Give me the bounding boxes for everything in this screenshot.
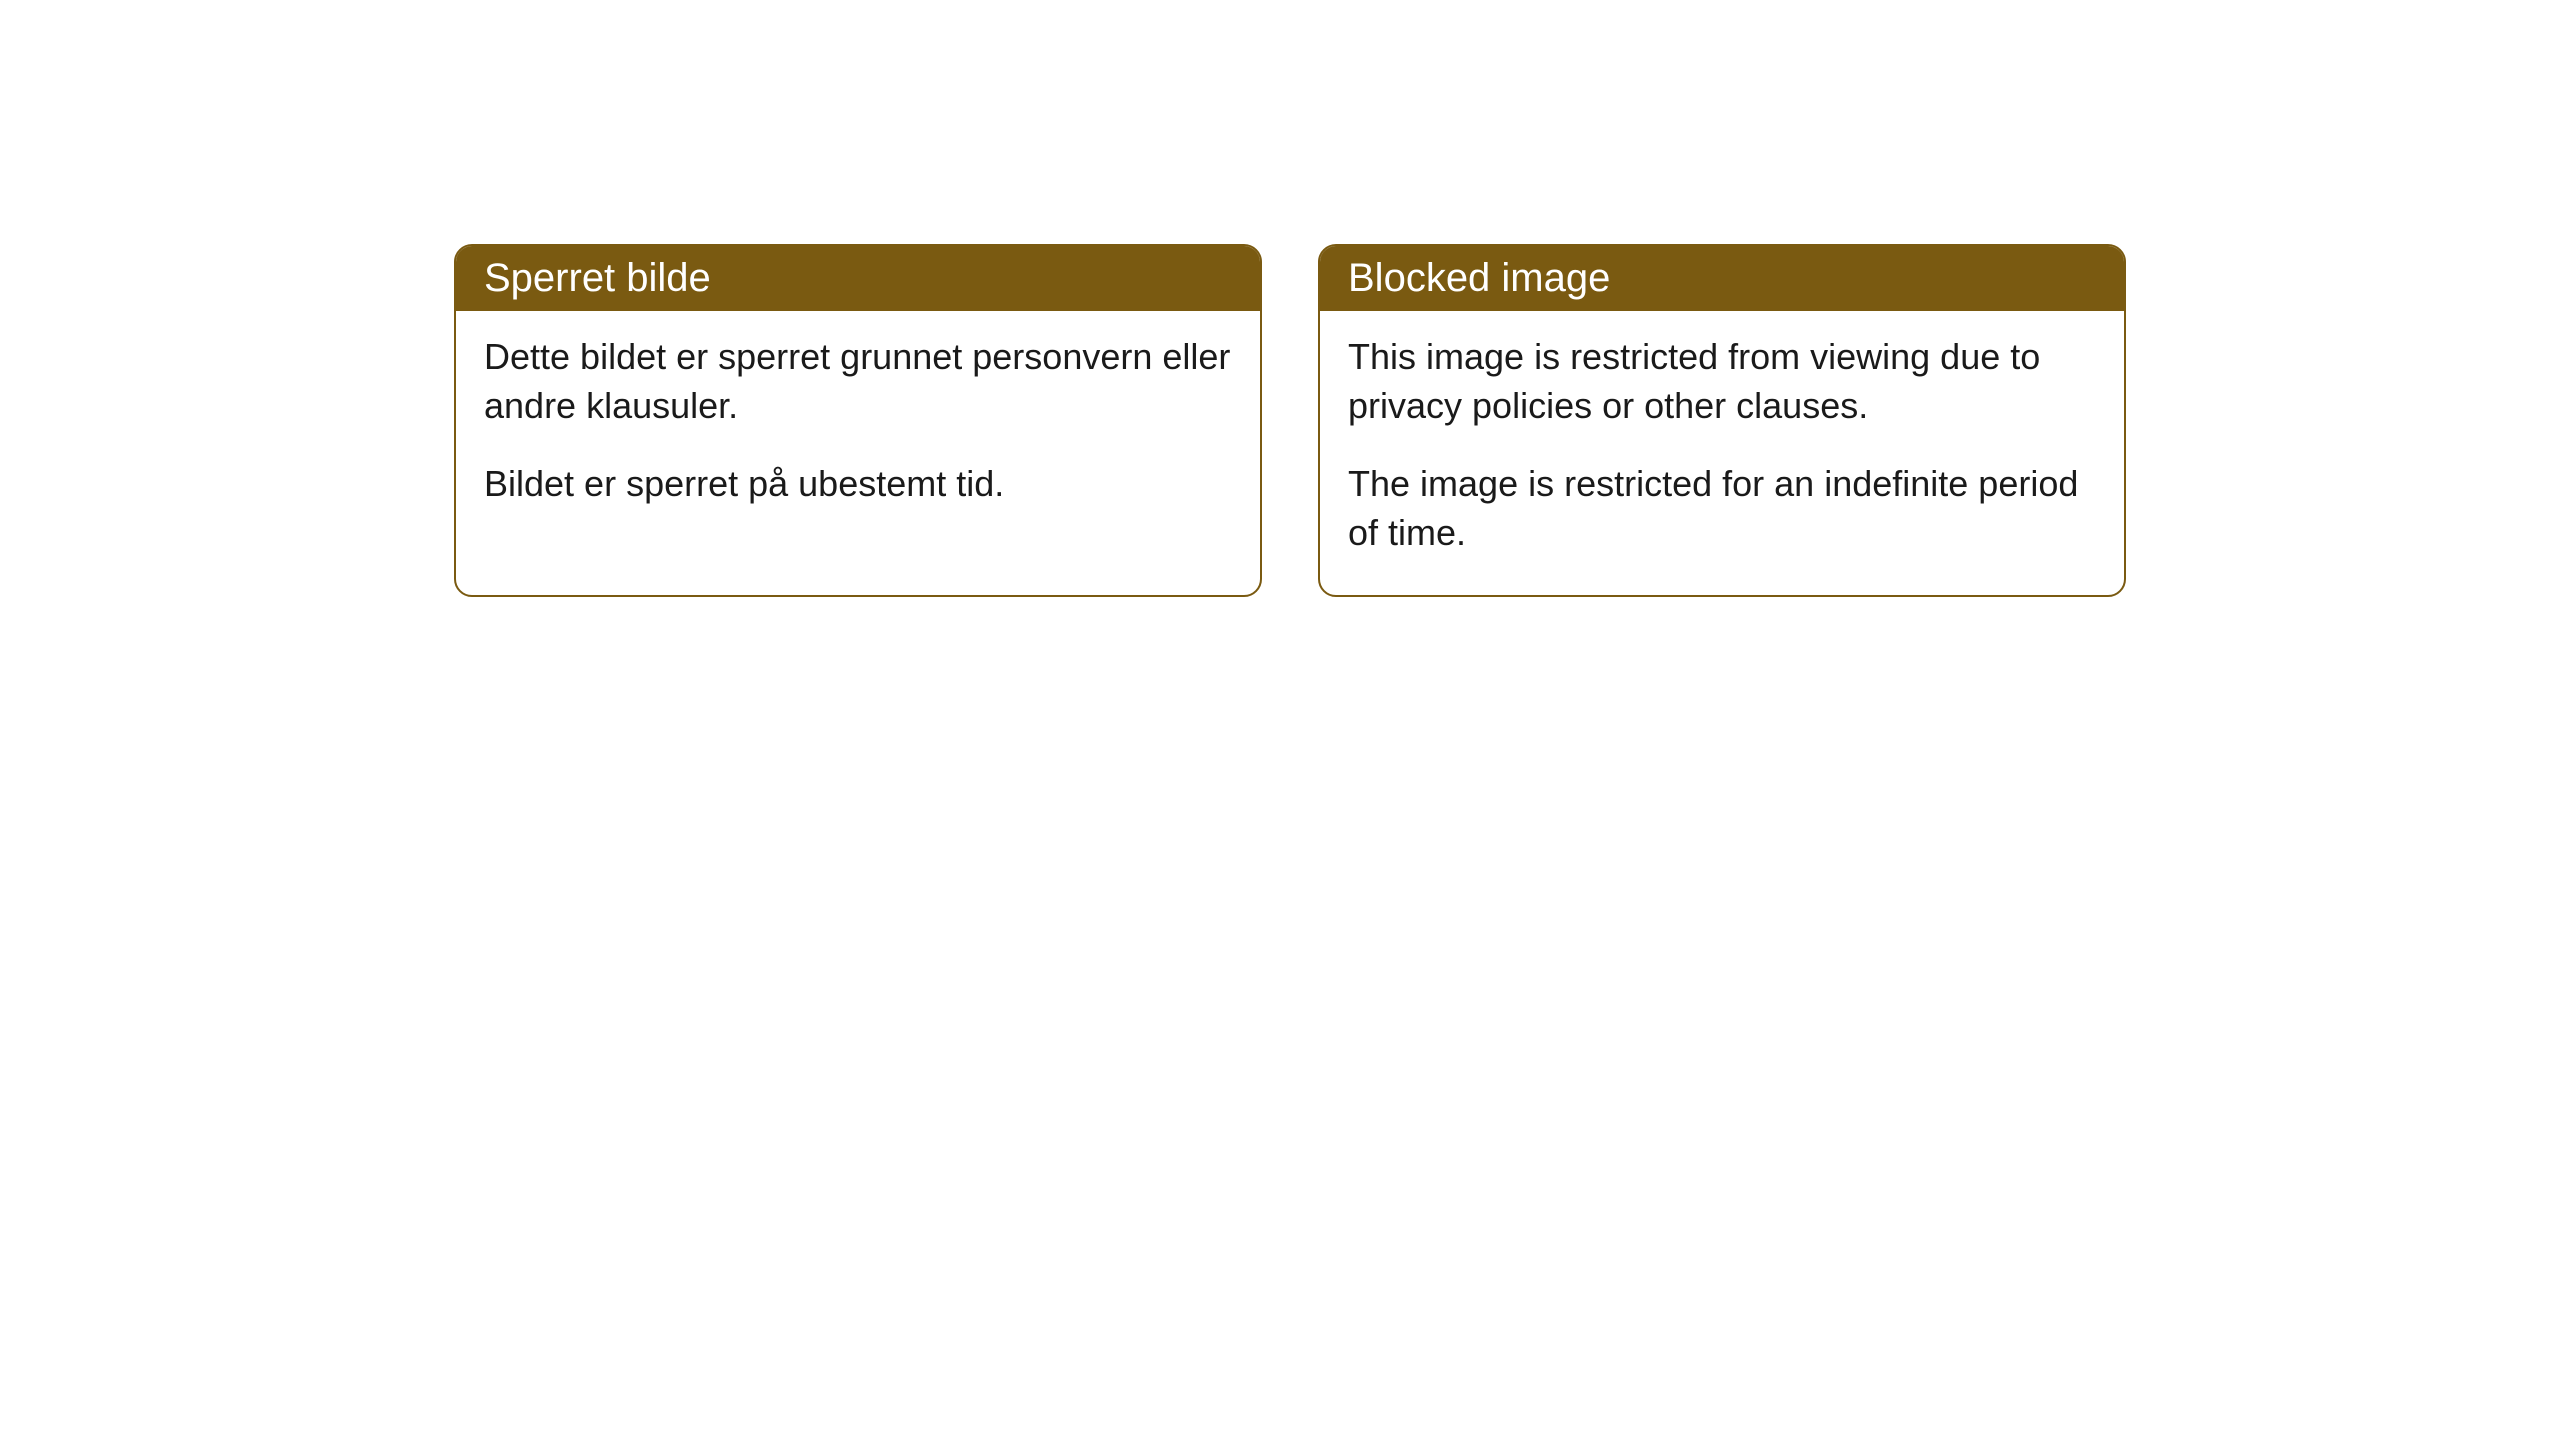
card-body-english: This image is restricted from viewing du… [1320,311,2124,595]
card-title: Sperret bilde [484,256,711,300]
card-header-english: Blocked image [1320,246,2124,311]
cards-container: Sperret bilde Dette bildet er sperret gr… [0,0,2560,597]
card-para2: Bildet er sperret på ubestemt tid. [484,460,1232,509]
card-para1: Dette bildet er sperret grunnet personve… [484,333,1232,430]
card-header-norwegian: Sperret bilde [456,246,1260,311]
card-para2: The image is restricted for an indefinit… [1348,460,2096,557]
blocked-image-card-english: Blocked image This image is restricted f… [1318,244,2126,597]
card-body-norwegian: Dette bildet er sperret grunnet personve… [456,311,1260,547]
card-title: Blocked image [1348,256,1610,300]
blocked-image-card-norwegian: Sperret bilde Dette bildet er sperret gr… [454,244,1262,597]
card-para1: This image is restricted from viewing du… [1348,333,2096,430]
